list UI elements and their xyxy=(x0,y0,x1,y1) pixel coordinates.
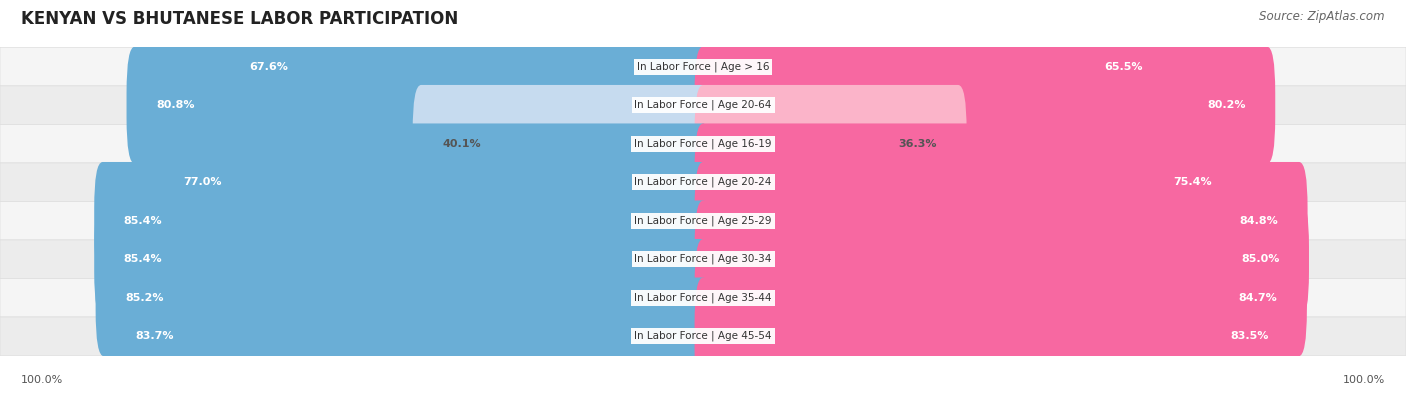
Text: 36.3%: 36.3% xyxy=(898,139,936,149)
FancyBboxPatch shape xyxy=(0,201,1406,240)
FancyBboxPatch shape xyxy=(94,162,711,279)
Text: 83.5%: 83.5% xyxy=(1230,331,1268,341)
Text: 84.8%: 84.8% xyxy=(1239,216,1278,226)
Text: 84.7%: 84.7% xyxy=(1239,293,1278,303)
FancyBboxPatch shape xyxy=(695,85,967,202)
FancyBboxPatch shape xyxy=(695,239,1308,356)
Text: 85.2%: 85.2% xyxy=(125,293,163,303)
FancyBboxPatch shape xyxy=(96,239,711,356)
Text: In Labor Force | Age 30-34: In Labor Force | Age 30-34 xyxy=(634,254,772,265)
Text: 77.0%: 77.0% xyxy=(183,177,221,187)
FancyBboxPatch shape xyxy=(695,8,1173,125)
Text: 100.0%: 100.0% xyxy=(21,375,63,385)
FancyBboxPatch shape xyxy=(153,124,711,241)
Text: 75.4%: 75.4% xyxy=(1174,177,1212,187)
FancyBboxPatch shape xyxy=(413,85,711,202)
Text: In Labor Force | Age 20-24: In Labor Force | Age 20-24 xyxy=(634,177,772,188)
Text: In Labor Force | Age 25-29: In Labor Force | Age 25-29 xyxy=(634,215,772,226)
FancyBboxPatch shape xyxy=(695,162,1308,279)
FancyBboxPatch shape xyxy=(0,278,1406,317)
Legend: Kenyan, Bhutanese: Kenyan, Bhutanese xyxy=(612,394,794,395)
Text: 80.8%: 80.8% xyxy=(156,100,194,110)
Text: 83.7%: 83.7% xyxy=(135,331,174,341)
FancyBboxPatch shape xyxy=(105,278,711,395)
Text: 67.6%: 67.6% xyxy=(249,62,288,71)
Text: In Labor Force | Age 16-19: In Labor Force | Age 16-19 xyxy=(634,138,772,149)
Text: Source: ZipAtlas.com: Source: ZipAtlas.com xyxy=(1260,10,1385,23)
FancyBboxPatch shape xyxy=(695,47,1275,164)
Text: 65.5%: 65.5% xyxy=(1104,62,1142,71)
FancyBboxPatch shape xyxy=(219,8,711,125)
FancyBboxPatch shape xyxy=(0,240,1406,278)
Text: 40.1%: 40.1% xyxy=(441,139,481,149)
FancyBboxPatch shape xyxy=(695,278,1299,395)
Text: In Labor Force | Age 20-64: In Labor Force | Age 20-64 xyxy=(634,100,772,111)
Text: 85.4%: 85.4% xyxy=(124,216,162,226)
Text: 85.0%: 85.0% xyxy=(1241,254,1279,264)
FancyBboxPatch shape xyxy=(0,47,1406,86)
FancyBboxPatch shape xyxy=(695,124,1241,241)
Text: In Labor Force | Age 45-54: In Labor Force | Age 45-54 xyxy=(634,331,772,342)
FancyBboxPatch shape xyxy=(94,201,711,318)
Text: In Labor Force | Age > 16: In Labor Force | Age > 16 xyxy=(637,61,769,72)
Text: In Labor Force | Age 35-44: In Labor Force | Age 35-44 xyxy=(634,292,772,303)
Text: KENYAN VS BHUTANESE LABOR PARTICIPATION: KENYAN VS BHUTANESE LABOR PARTICIPATION xyxy=(21,10,458,28)
FancyBboxPatch shape xyxy=(127,47,711,164)
Text: 100.0%: 100.0% xyxy=(1343,375,1385,385)
FancyBboxPatch shape xyxy=(695,201,1309,318)
FancyBboxPatch shape xyxy=(0,86,1406,124)
FancyBboxPatch shape xyxy=(0,163,1406,201)
Text: 85.4%: 85.4% xyxy=(124,254,162,264)
Text: 80.2%: 80.2% xyxy=(1208,100,1246,110)
FancyBboxPatch shape xyxy=(0,124,1406,163)
FancyBboxPatch shape xyxy=(0,317,1406,356)
